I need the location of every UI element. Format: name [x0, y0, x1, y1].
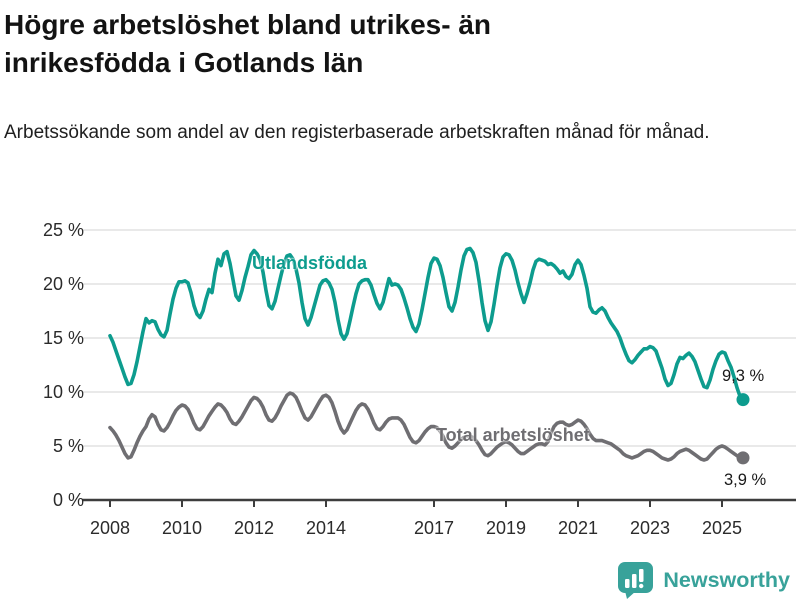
x-tick-2017: 2017	[414, 518, 454, 538]
newsworthy-logo: Newsworthy	[616, 561, 790, 599]
end-value-utlandsfodda: 9,3 %	[722, 367, 765, 385]
x-tick-2021: 2021	[558, 518, 598, 538]
x-tick-2008: 2008	[90, 518, 130, 538]
x-tick-2012: 2012	[234, 518, 274, 538]
x-tick-2010: 2010	[162, 518, 202, 538]
y-tick-0: 0 %	[53, 490, 84, 510]
brand-name: Newsworthy	[663, 567, 790, 592]
series-label-utlandsfodda: Utlandsfödda	[252, 253, 367, 273]
x-tick-2023: 2023	[630, 518, 670, 538]
title-line-2: inrikesfödda i Gotlands län	[4, 47, 364, 78]
x-tick-2014: 2014	[306, 518, 346, 538]
chart-subtitle: Arbetssökande som andel av den registerb…	[4, 122, 710, 143]
y-tick-25: 25 %	[43, 220, 84, 240]
end-value-total: 3,9 %	[724, 471, 767, 489]
y-tick-10: 10 %	[43, 382, 84, 402]
bar-chart-speech-bubble-icon	[618, 562, 654, 599]
x-tick-2025: 2025	[702, 518, 742, 538]
y-tick-5: 5 %	[53, 436, 84, 456]
page-title: Högre arbetslöshet bland utrikes- än inr…	[4, 6, 724, 82]
chart-plot-area	[82, 229, 796, 507]
x-tick-2019: 2019	[486, 518, 526, 538]
series-label-total: Total arbetslöshet	[436, 425, 590, 445]
y-tick-15: 15 %	[43, 328, 84, 348]
title-line-1: Högre arbetslöshet bland utrikes- än	[4, 9, 491, 40]
y-tick-20: 20 %	[43, 274, 84, 294]
